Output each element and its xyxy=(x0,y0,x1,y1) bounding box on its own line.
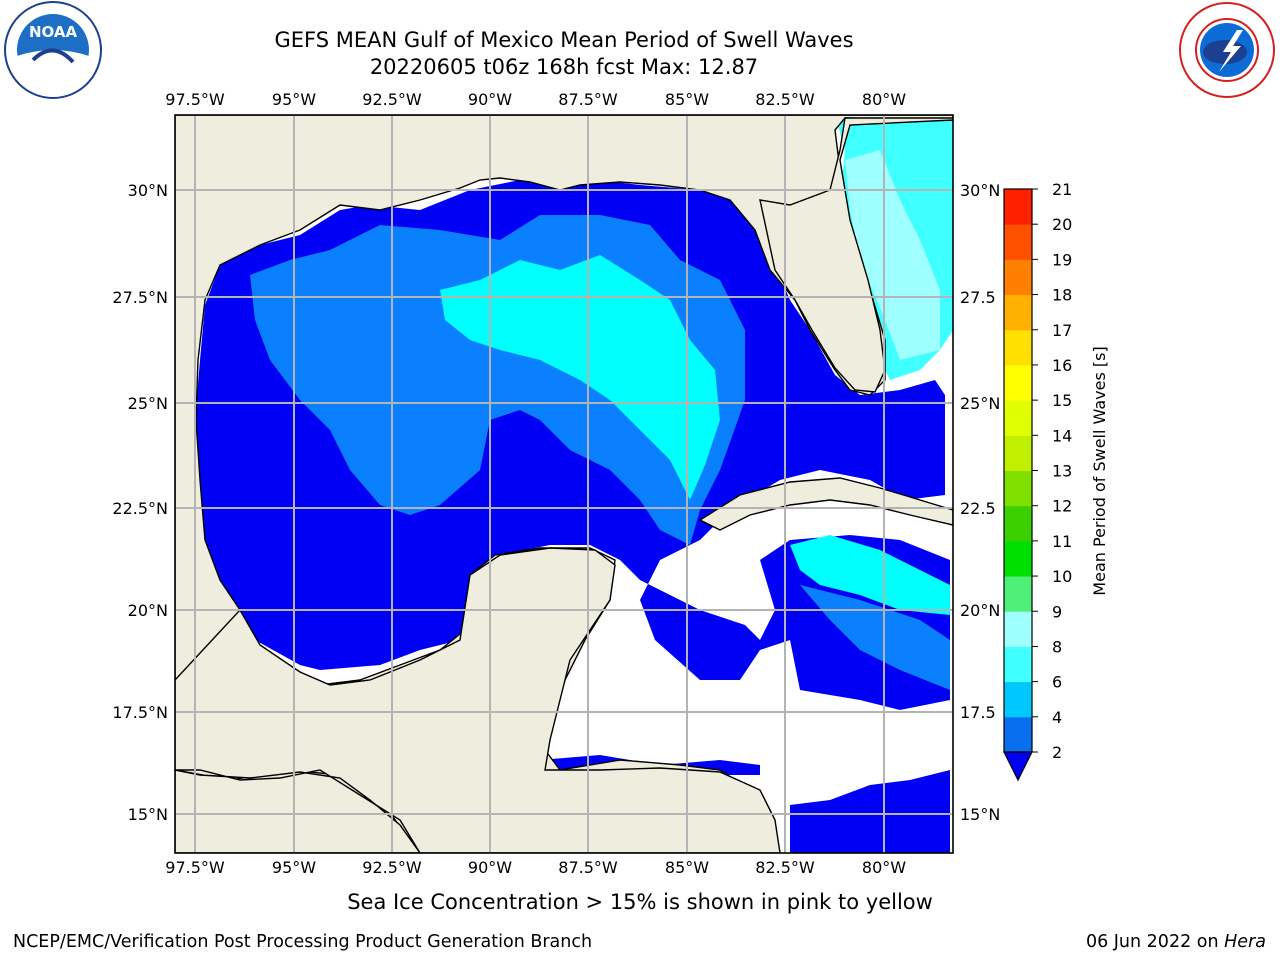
lat-label-right: 22.5 xyxy=(960,499,996,518)
colorbar-tick-label: 8 xyxy=(1052,637,1062,656)
lat-label-left: 25°N xyxy=(128,394,168,413)
colorbar-segment xyxy=(1004,646,1032,683)
lat-label-right: 17.5 xyxy=(960,703,996,722)
colorbar-tick-label: 2 xyxy=(1052,743,1062,762)
colorbar-tick-label: 12 xyxy=(1052,497,1072,516)
lat-label-left: 17.5°N xyxy=(112,703,168,722)
footer-host: Hera xyxy=(1224,932,1266,952)
colorbar-segment xyxy=(1004,400,1032,436)
sea-ice-note: Sea Ice Concentration > 15% is shown in … xyxy=(0,890,1280,914)
colorbar-segment xyxy=(1004,540,1032,577)
title-line-2: 20220605 t06z 168h fcst Max: 12.87 xyxy=(369,55,759,79)
lon-label-bottom: 82.5°W xyxy=(755,858,815,877)
map-canvas xyxy=(175,115,953,853)
land-cuba xyxy=(698,477,953,531)
colorbar-label: Mean Period of Swell Waves [s] xyxy=(1090,346,1109,595)
footer-date: 06 Jun 2022 on Hera xyxy=(1086,932,1266,952)
colorbar-tick-label: 14 xyxy=(1052,426,1072,445)
svg-text:NOAA: NOAA xyxy=(29,23,78,41)
colorbar-tick-label: 16 xyxy=(1052,356,1072,375)
colorbar-tick-label: 6 xyxy=(1052,673,1062,692)
lon-label-top: 97.5°W xyxy=(165,90,225,109)
footer-credit: NCEP/EMC/Verification Post Processing Pr… xyxy=(13,932,593,952)
lat-label-right: 20°N xyxy=(960,601,1000,620)
lon-label-top: 92.5°W xyxy=(362,90,422,109)
colorbar-tick-label: 19 xyxy=(1052,250,1072,269)
lon-label-bottom: 92.5°W xyxy=(362,858,422,877)
map-frame xyxy=(174,114,954,854)
swell-field-4-6-caribbean xyxy=(800,585,950,690)
colorbar-tick-label: 17 xyxy=(1052,321,1072,340)
lon-label-bottom: 80°W xyxy=(862,858,906,877)
sea-ice-note-text: Sea Ice Concentration > 15% is shown in … xyxy=(347,890,933,914)
lat-label-left: 30°N xyxy=(128,181,168,200)
lat-label-right: 25°N xyxy=(960,394,1000,413)
swell-field-atlantic-light xyxy=(845,150,940,360)
lat-label-right: 27.5 xyxy=(960,288,996,307)
swell-field-south xyxy=(790,770,950,853)
lon-label-top: 85°W xyxy=(665,90,709,109)
colorbar-segment xyxy=(1004,681,1032,718)
colorbar-segment xyxy=(1004,224,1032,260)
lon-label-top: 90°W xyxy=(468,90,512,109)
footer-date-text: 06 Jun 2022 on xyxy=(1085,932,1225,952)
colorbar-tick-label: 9 xyxy=(1052,602,1062,621)
lat-label-left: 20°N xyxy=(128,601,168,620)
colorbar-tick-label: 4 xyxy=(1052,708,1062,727)
colorbar: 2 4 6 8 9 10 11 12 13 14 15 16 17 18 19 20 21 xyxy=(1003,180,1072,782)
lat-label-left: 15°N xyxy=(128,805,168,824)
lat-label-left: 22.5°N xyxy=(112,499,168,518)
lon-label-top: 95°W xyxy=(272,90,316,109)
lon-label-top: 87.5°W xyxy=(558,90,618,109)
lon-label-bottom: 95°W xyxy=(272,858,316,877)
colorbar-segment xyxy=(1004,364,1032,401)
lat-label-right: 30°N xyxy=(960,181,1000,200)
colorbar-tick-label: 20 xyxy=(1052,215,1072,234)
lon-label-bottom: 90°W xyxy=(468,858,512,877)
colorbar-segment xyxy=(1004,435,1032,471)
colorbar-extend-triangle xyxy=(1003,751,1033,782)
nws-logo-icon xyxy=(1179,2,1275,98)
colorbar-segment xyxy=(1004,611,1032,647)
colorbar-tick-label: 13 xyxy=(1052,462,1072,481)
colorbar-segment xyxy=(1004,716,1032,753)
lat-label-left: 27.5°N xyxy=(112,288,168,307)
colorbar-segment xyxy=(1004,294,1032,331)
land-florida xyxy=(759,117,953,393)
map-gridlines xyxy=(175,115,953,853)
lon-label-bottom: 97.5°W xyxy=(165,858,225,877)
colorbar-tick-label: 21 xyxy=(1052,180,1072,199)
lat-label-right: 15°N xyxy=(960,805,1000,824)
colorbar-segment xyxy=(1004,259,1032,296)
colorbar-segment xyxy=(1004,189,1032,225)
colorbar-segment xyxy=(1004,470,1032,507)
title-line-1: GEFS MEAN Gulf of Mexico Mean Period of … xyxy=(274,28,854,52)
colorbar-segment xyxy=(1004,329,1032,366)
colorbar-tick-label: 10 xyxy=(1052,567,1072,586)
swell-field-6-8-caribbean xyxy=(790,535,950,615)
lon-label-top: 80°W xyxy=(862,90,906,109)
colorbar-segment xyxy=(1004,576,1032,612)
swell-field-6-8 xyxy=(440,255,720,500)
colorbar-tick-label: 15 xyxy=(1052,391,1072,410)
colorbar-tick-label: 18 xyxy=(1052,286,1072,305)
lon-label-bottom: 87.5°W xyxy=(558,858,618,877)
colorbar-segment xyxy=(1004,505,1032,542)
colorbar-tick-label: 11 xyxy=(1052,532,1072,551)
lon-label-bottom: 85°W xyxy=(665,858,709,877)
lon-label-top: 82.5°W xyxy=(755,90,815,109)
noaa-logo-icon: NOAA xyxy=(4,1,102,99)
